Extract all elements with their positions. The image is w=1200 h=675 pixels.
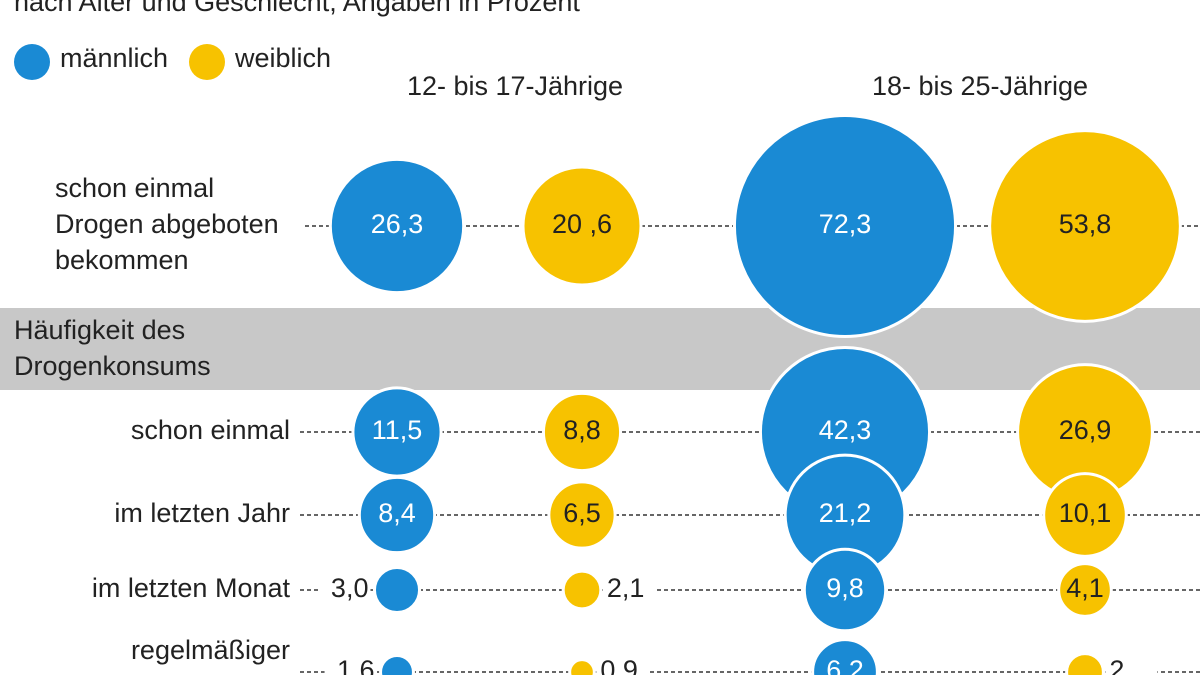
bubble (561, 569, 603, 611)
value-label: 4,1 (1066, 573, 1104, 603)
label-backdrop (1105, 656, 1158, 675)
value-label: 9,8 (826, 573, 864, 603)
value-label: 8,8 (563, 415, 601, 445)
value-label: 21,2 (819, 498, 872, 528)
value-label: 26,9 (1059, 415, 1112, 445)
value-label: 6,5 (563, 498, 601, 528)
bubble (1057, 562, 1113, 618)
bubble (541, 391, 623, 473)
chart-subtitle: nach Alter und Geschlecht, Angaben in Pr… (14, 0, 580, 17)
bubble (802, 547, 888, 633)
section-label: Drogenkonsums (14, 351, 211, 381)
bubble (732, 113, 958, 339)
bubble (379, 654, 415, 675)
value-label: 72,3 (819, 209, 872, 239)
row-label: bekommen (55, 245, 189, 275)
bubble (328, 157, 466, 295)
bubble (547, 480, 617, 550)
value-label: 11,5 (372, 415, 423, 445)
bubble (988, 129, 1182, 323)
row-label: im letzten Jahr (114, 498, 290, 528)
row-label: Drogen abgeboten (55, 209, 279, 239)
label-backdrop (596, 656, 649, 675)
label-backdrop (602, 574, 655, 606)
group-label: 12- bis 17-Jährige (407, 71, 623, 101)
section-band (0, 308, 1200, 390)
value-label: 8,4 (378, 498, 416, 528)
legend-swatch (189, 44, 225, 80)
bubble (568, 658, 596, 675)
value-label: 42,3 (819, 415, 872, 445)
row-label: im letzten Monat (92, 573, 291, 603)
row-label: schon einmal (131, 415, 290, 445)
bubble (811, 638, 879, 675)
value-label: 10,1 (1059, 498, 1112, 528)
bubble (1065, 652, 1105, 675)
legend-swatch (14, 44, 50, 80)
value-label: 1,6 (337, 655, 375, 675)
value-label: 26,3 (371, 209, 424, 239)
value-label: 53,8 (1059, 209, 1112, 239)
row-label: schon einmal (55, 173, 214, 203)
legend-label: männlich (60, 43, 168, 73)
section-label: Häufigkeit des (14, 315, 185, 345)
bubble (372, 565, 422, 615)
bubble (521, 165, 643, 287)
bubble (1042, 472, 1128, 558)
value-label: 6,2 (826, 655, 864, 675)
legend-label: weiblich (234, 43, 331, 73)
label-backdrop (318, 574, 371, 606)
value-label: 3,0 (331, 573, 369, 603)
row-label: regelmäßiger (131, 635, 290, 665)
value-label: 2,1 (607, 573, 645, 603)
label-backdrop (324, 656, 377, 675)
value-label: 0,9 (600, 655, 638, 675)
value-label: 20 ,6 (552, 209, 612, 239)
value-label: 2 (1109, 655, 1124, 675)
group-label: 18- bis 25-Jährige (872, 71, 1088, 101)
bubble (357, 475, 437, 555)
